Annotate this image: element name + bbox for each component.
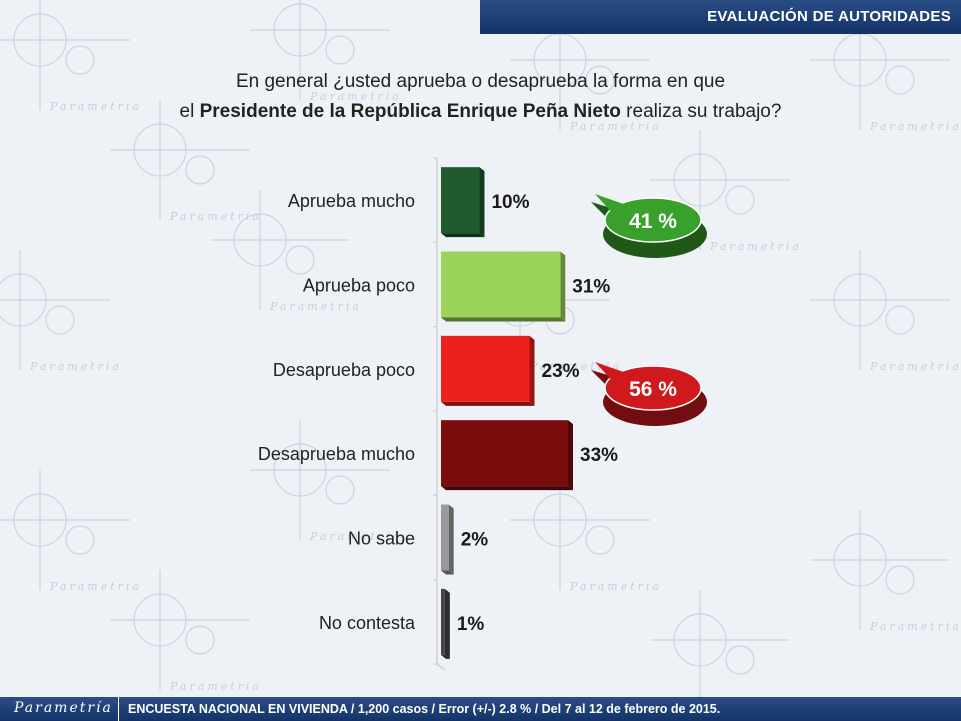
- category-label: No sabe: [348, 529, 415, 549]
- watermark-text: Parametria: [569, 580, 662, 593]
- watermark-text: Parametria: [269, 300, 362, 313]
- value-label: 1%: [457, 614, 485, 635]
- bar-4: [441, 504, 454, 575]
- question-prefix: el: [179, 101, 200, 122]
- watermark-text: Parametria: [29, 360, 122, 373]
- bar-3: [441, 420, 573, 491]
- value-label: 2%: [461, 530, 489, 551]
- footer-bar: Parametría ENCUESTA NACIONAL EN VIVIENDA…: [0, 697, 961, 721]
- watermark-text: Parametria: [869, 620, 961, 633]
- watermark-text: Parametria: [869, 360, 961, 373]
- bar-0: [441, 167, 485, 238]
- header-bar: EVALUACIÓN DE AUTORIDADES: [480, 0, 961, 34]
- value-label: 31%: [572, 277, 610, 298]
- value-label: 33%: [580, 445, 618, 466]
- footer-brand-logo: Parametría: [14, 700, 113, 716]
- category-label: Aprueba mucho: [288, 191, 415, 211]
- value-label: 10%: [491, 192, 529, 213]
- survey-methodology-note: ENCUESTA NACIONAL EN VIVIENDA / 1,200 ca…: [128, 702, 721, 716]
- footer-divider: [118, 697, 119, 721]
- watermark-text: Parametria: [709, 240, 802, 253]
- watermark-text: Parametria: [309, 530, 402, 543]
- question-subject: Presidente de la República Enrique Peña …: [199, 101, 621, 122]
- watermark-text: Parametria: [169, 210, 262, 223]
- group-total-bubble: 41 %: [591, 194, 707, 258]
- watermark-text: Parametria: [869, 120, 961, 133]
- group-total-label: 56 %: [629, 378, 677, 401]
- value-label: 23%: [542, 361, 580, 382]
- group-total-bubble: 56 %: [591, 362, 707, 426]
- category-label: Aprueba poco: [303, 276, 415, 296]
- watermark-text: Parametria: [49, 580, 142, 593]
- bar-2: [441, 335, 535, 406]
- bar-1: [441, 251, 566, 322]
- watermark-text: Parametria: [309, 90, 402, 103]
- watermark-text: Parametria: [49, 100, 142, 113]
- question-line-2: el Presidente de la República Enrique Pe…: [0, 101, 961, 123]
- group-total-label: 41 %: [629, 210, 677, 233]
- question-line-1: En general ¿usted aprueba o desaprueba l…: [235, 71, 726, 92]
- category-label: Desaprueba mucho: [258, 444, 415, 464]
- section-title: EVALUACIÓN DE AUTORIDADES: [707, 8, 951, 25]
- category-label: No contesta: [319, 613, 416, 633]
- category-label: Desaprueba poco: [273, 360, 415, 380]
- watermark-text: Parametria: [169, 680, 262, 693]
- bar-5: [441, 588, 450, 659]
- watermark-text: Parametria: [569, 120, 662, 133]
- question-suffix: realiza su trabajo?: [620, 101, 782, 122]
- chart-axis: [433, 157, 446, 671]
